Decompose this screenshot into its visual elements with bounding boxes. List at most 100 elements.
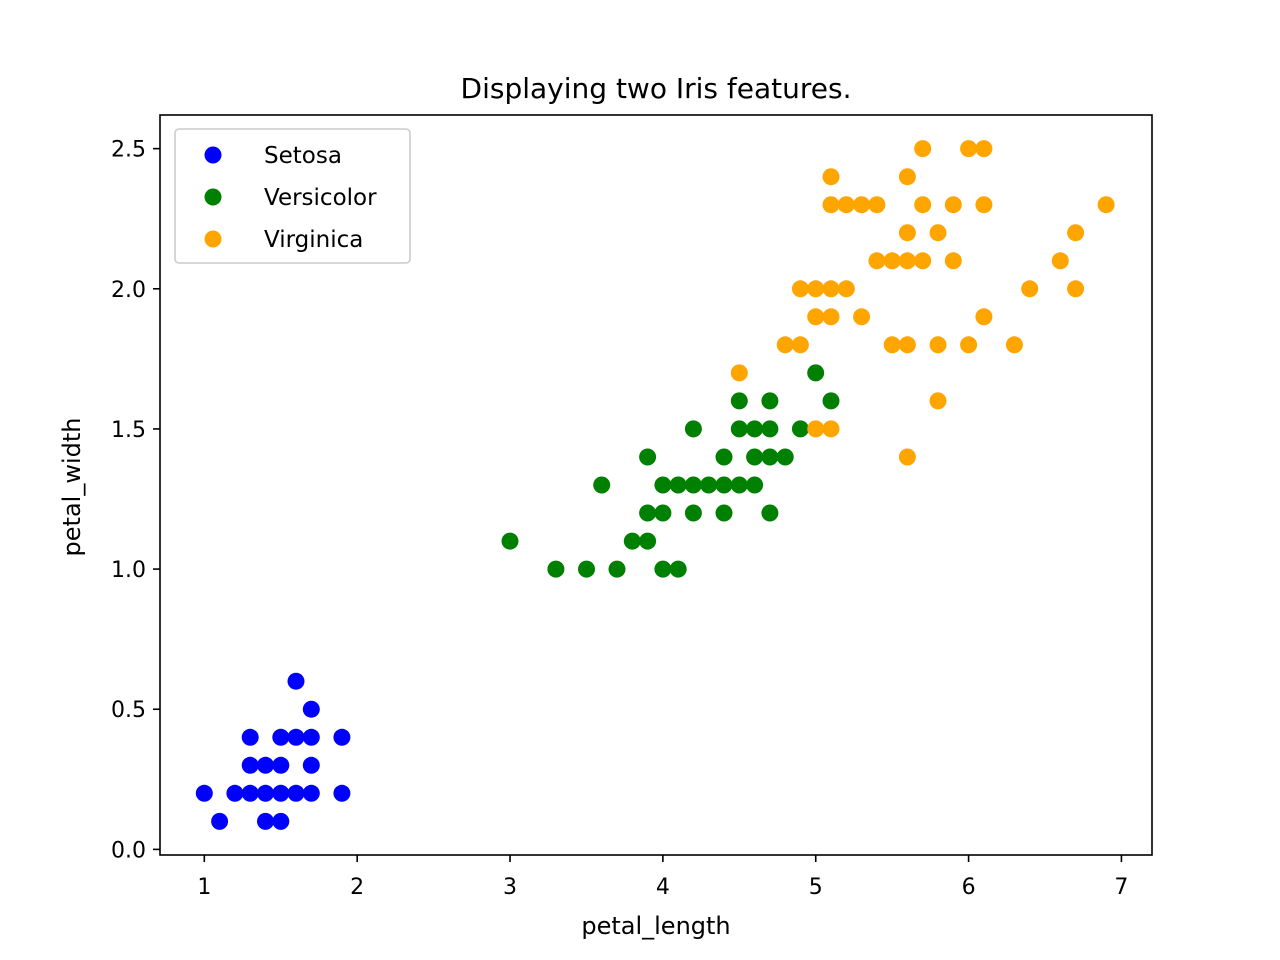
data-point <box>960 336 978 354</box>
data-point <box>715 448 733 466</box>
legend-marker <box>204 188 222 206</box>
legend-label: Virginica <box>264 227 363 253</box>
legend-item-versicolor: Versicolor <box>204 185 377 211</box>
data-point <box>853 308 871 326</box>
data-point <box>807 420 825 438</box>
data-point <box>287 672 305 690</box>
legend-label: Setosa <box>264 143 342 169</box>
data-point <box>883 336 901 354</box>
data-point <box>944 196 962 214</box>
data-point <box>914 196 932 214</box>
data-point <box>241 784 259 802</box>
series-setosa <box>195 672 351 830</box>
data-point <box>302 756 320 774</box>
legend-entries: Setosa Versicolor Virginica <box>204 143 377 253</box>
y-axis-label: petal_width <box>58 418 86 557</box>
data-point <box>272 812 290 830</box>
data-point <box>287 784 305 802</box>
data-point <box>302 728 320 746</box>
data-point <box>1097 196 1115 214</box>
data-point <box>761 420 779 438</box>
data-point <box>776 448 794 466</box>
data-point <box>501 532 519 550</box>
data-point <box>1051 252 1069 270</box>
legend-box <box>174 128 411 264</box>
data-point <box>669 476 687 494</box>
legend: Setosa Versicolor Virginica <box>174 128 411 264</box>
data-point <box>791 280 809 298</box>
legend-marker <box>204 230 222 248</box>
x-axis-ticks: 1 2 3 4 5 6 7 <box>197 855 1128 900</box>
data-point <box>853 196 871 214</box>
x-tick-label: 3 <box>503 875 517 900</box>
x-tick-label: 4 <box>656 875 670 900</box>
data-point <box>302 700 320 718</box>
plot-frame <box>159 114 1153 856</box>
data-point <box>684 420 702 438</box>
data-point <box>593 476 611 494</box>
data-point <box>639 504 657 522</box>
y-tick-label: 2.0 <box>111 278 146 303</box>
data-point <box>929 392 947 410</box>
data-point <box>684 504 702 522</box>
data-point <box>837 280 855 298</box>
data-point <box>287 728 305 746</box>
data-point <box>226 784 244 802</box>
x-axis-label: petal_length <box>581 912 730 940</box>
data-point <box>898 168 916 186</box>
data-point <box>746 448 764 466</box>
data-point <box>730 364 748 382</box>
data-point <box>654 504 672 522</box>
y-tick-label: 1.0 <box>111 558 146 583</box>
data-point <box>914 252 932 270</box>
legend-marker <box>204 146 222 164</box>
data-point <box>761 448 779 466</box>
data-point <box>730 420 748 438</box>
series-versicolor <box>501 364 840 578</box>
legend-label: Versicolor <box>264 185 377 211</box>
x-tick-label: 1 <box>197 875 211 900</box>
data-point <box>654 476 672 494</box>
data-point <box>1067 280 1085 298</box>
y-tick-label: 1.5 <box>111 418 146 443</box>
data-point <box>898 336 916 354</box>
series-virginica <box>730 140 1115 466</box>
data-point <box>547 560 565 578</box>
y-tick-label: 0.0 <box>111 838 146 863</box>
data-point <box>807 280 825 298</box>
data-point <box>822 308 840 326</box>
data-point <box>868 252 886 270</box>
data-point <box>257 784 274 802</box>
data-point <box>822 420 840 438</box>
data-point <box>333 728 351 746</box>
data-point <box>791 336 809 354</box>
data-point <box>914 140 932 158</box>
data-point <box>776 336 794 354</box>
legend-item-setosa: Setosa <box>204 143 342 169</box>
data-point <box>1067 224 1085 242</box>
data-point <box>883 252 901 270</box>
x-tick-label: 6 <box>962 875 976 900</box>
data-point <box>211 812 229 830</box>
data-point <box>195 784 213 802</box>
data-point <box>761 504 779 522</box>
data-point <box>241 756 259 774</box>
data-point <box>1005 336 1023 354</box>
data-point <box>639 448 657 466</box>
legend-item-virginica: Virginica <box>204 227 363 253</box>
y-tick-label: 0.5 <box>111 698 146 723</box>
data-point <box>257 756 274 774</box>
data-point <box>639 532 657 550</box>
y-tick-label: 2.5 <box>111 138 146 163</box>
data-point <box>578 560 595 578</box>
data-point <box>700 476 718 494</box>
x-tick-label: 5 <box>809 875 823 900</box>
data-point <box>761 392 779 410</box>
data-point <box>746 476 764 494</box>
data-point <box>623 532 641 550</box>
data-point <box>715 476 733 494</box>
data-point <box>1021 280 1039 298</box>
y-axis-ticks: 0.0 0.5 1.0 1.5 2.0 2.5 <box>111 138 160 863</box>
chart-title: Displaying two Iris features. <box>461 72 852 105</box>
